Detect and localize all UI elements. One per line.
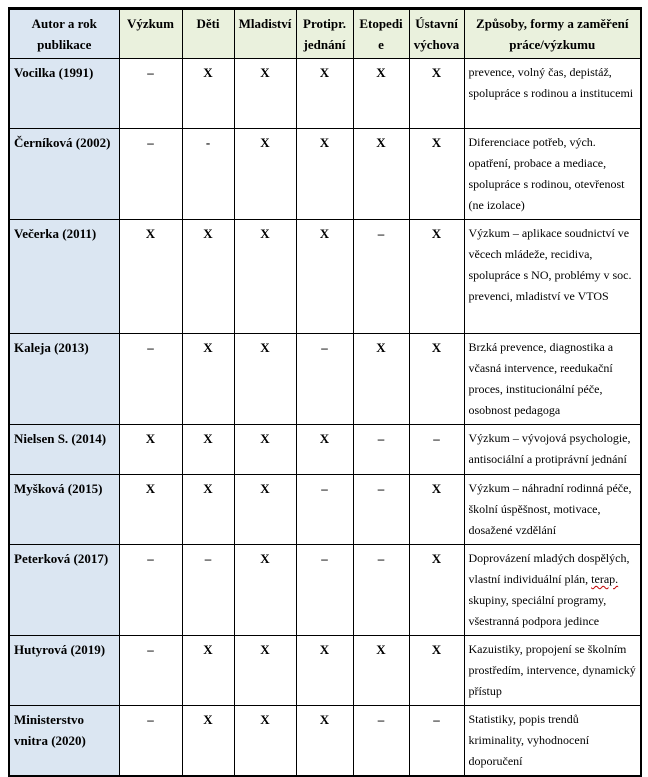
mark-cell: X	[408, 474, 465, 545]
author-cell: Ministerstvo vnitra (2020)	[8, 705, 120, 777]
mark-cell: X	[233, 474, 297, 545]
mark-cell: –	[352, 705, 410, 777]
column-header: Výzkum	[118, 8, 183, 59]
mark-cell: –	[352, 544, 410, 636]
author-cell: Hutyrová (2019)	[8, 635, 120, 706]
mark-cell: X	[352, 635, 410, 706]
mark-cell: –	[118, 58, 183, 129]
mark-cell: X	[408, 635, 465, 706]
author-cell: Vocilka (1991)	[8, 58, 120, 129]
description-cell: Brzká prevence, diagnostika a včasná int…	[463, 333, 642, 425]
mark-cell: –	[352, 424, 410, 475]
column-header: Způsoby, formy a zaměření práce/výzkumu	[463, 8, 642, 59]
table-row: Kaleja (2013) – X X – X X Brzká prevence, diagn…	[8, 333, 642, 425]
table-row: Hutyrová (2019) – X X X X X Kazuistiky, propoje…	[8, 635, 642, 706]
mark-cell: X	[295, 219, 354, 334]
table-row: Ministerstvo vnitra (2020) – X X X – – Statisti…	[8, 705, 642, 777]
mark-cell: X	[295, 424, 354, 475]
document-page: Autor a rok publikace Výzkum Děti Mladiství…	[8, 7, 642, 777]
mark-cell: X	[233, 635, 297, 706]
mark-cell: –	[352, 474, 410, 545]
mark-cell: X	[181, 635, 235, 706]
mark-cell: X	[181, 58, 235, 129]
mark-cell: X	[408, 58, 465, 129]
mark-cell: X	[295, 58, 354, 129]
mark-cell: X	[118, 474, 183, 545]
table-header: Autor a rok publikace Výzkum Děti Mladiství…	[8, 8, 642, 59]
mark-cell: –	[295, 333, 354, 425]
mark-cell: –	[408, 424, 465, 475]
mark-cell: X	[408, 544, 465, 636]
mark-cell: X	[233, 705, 297, 777]
mark-cell: X	[181, 474, 235, 545]
mark-cell: –	[118, 705, 183, 777]
mark-cell: X	[408, 219, 465, 334]
mark-cell: X	[233, 219, 297, 334]
table-row: Myšková (2015) X X X – – X Výzkum – náhradní ro…	[8, 474, 642, 545]
column-header: Protipr. jednání	[295, 8, 354, 59]
mark-cell: –	[118, 544, 183, 636]
description-cell: Statistiky, popis trendů kriminality, vy…	[463, 705, 642, 777]
mark-cell: X	[295, 705, 354, 777]
mark-cell: X	[352, 58, 410, 129]
mark-cell: -	[181, 128, 235, 220]
author-cell: Peterková (2017)	[8, 544, 120, 636]
mark-cell: X	[352, 128, 410, 220]
author-cell: Kaleja (2013)	[8, 333, 120, 425]
column-header: Mladiství	[233, 8, 297, 59]
author-cell: Večerka (2011)	[8, 219, 120, 334]
header-row: Autor a rok publikace Výzkum Děti Mladiství…	[8, 8, 642, 59]
mark-cell: X	[118, 219, 183, 334]
table-row: Večerka (2011) X X X X – X Výzkum – aplikace so…	[8, 219, 642, 334]
description-cell: Doprovázení mladých dospělých, vlastní i…	[463, 544, 642, 636]
column-header: Děti	[181, 8, 235, 59]
description-cell: Výzkum – vývojová psychologie, antisociá…	[463, 424, 642, 475]
mark-cell: –	[295, 544, 354, 636]
description-cell: prevence, volný čas, depistáž, spoluprác…	[463, 58, 642, 129]
misspelling-underline: terap.	[591, 572, 619, 586]
mark-cell: X	[295, 635, 354, 706]
description-cell: Kazuistiky, propojení se školním prostře…	[463, 635, 642, 706]
mark-cell: X	[233, 544, 297, 636]
mark-cell: –	[408, 705, 465, 777]
mark-cell: X	[233, 58, 297, 129]
column-header: Etopedie	[352, 8, 410, 59]
mark-cell: X	[181, 219, 235, 334]
description-cell: Výzkum – aplikace soudnictví ve věcech m…	[463, 219, 642, 334]
column-header: Autor a rok publikace	[8, 8, 120, 59]
mark-cell: X	[118, 424, 183, 475]
mark-cell: X	[233, 424, 297, 475]
mark-cell: X	[408, 128, 465, 220]
description-cell: Diferenciace potřeb, vých. opatření, pro…	[463, 128, 642, 220]
mark-cell: X	[352, 333, 410, 425]
mark-cell: –	[352, 219, 410, 334]
mark-cell: X	[408, 333, 465, 425]
author-cell: Myšková (2015)	[8, 474, 120, 545]
mark-cell: X	[233, 128, 297, 220]
mark-cell: –	[118, 128, 183, 220]
publications-table: Autor a rok publikace Výzkum Děti Mladiství…	[8, 7, 642, 777]
mark-cell: X	[181, 424, 235, 475]
author-cell: Nielsen S. (2014)	[8, 424, 120, 475]
table-row: Peterková (2017) – – X – – X Doprovázení mladýc…	[8, 544, 642, 636]
mark-cell: –	[118, 635, 183, 706]
description-cell: Výzkum – náhradní rodinná péče, školní ú…	[463, 474, 642, 545]
author-cell: Černíková (2002)	[8, 128, 120, 220]
mark-cell: X	[181, 333, 235, 425]
mark-cell: X	[181, 705, 235, 777]
table-row: Černíková (2002) – - X X X X Diferenciace potře…	[8, 128, 642, 220]
mark-cell: –	[118, 333, 183, 425]
column-header: Ústavní výchova	[408, 8, 465, 59]
mark-cell: X	[233, 333, 297, 425]
table-row: Nielsen S. (2014) X X X X – – Výzkum – vývojová…	[8, 424, 642, 475]
mark-cell: –	[295, 474, 354, 545]
mark-cell: X	[295, 128, 354, 220]
mark-cell: –	[181, 544, 235, 636]
